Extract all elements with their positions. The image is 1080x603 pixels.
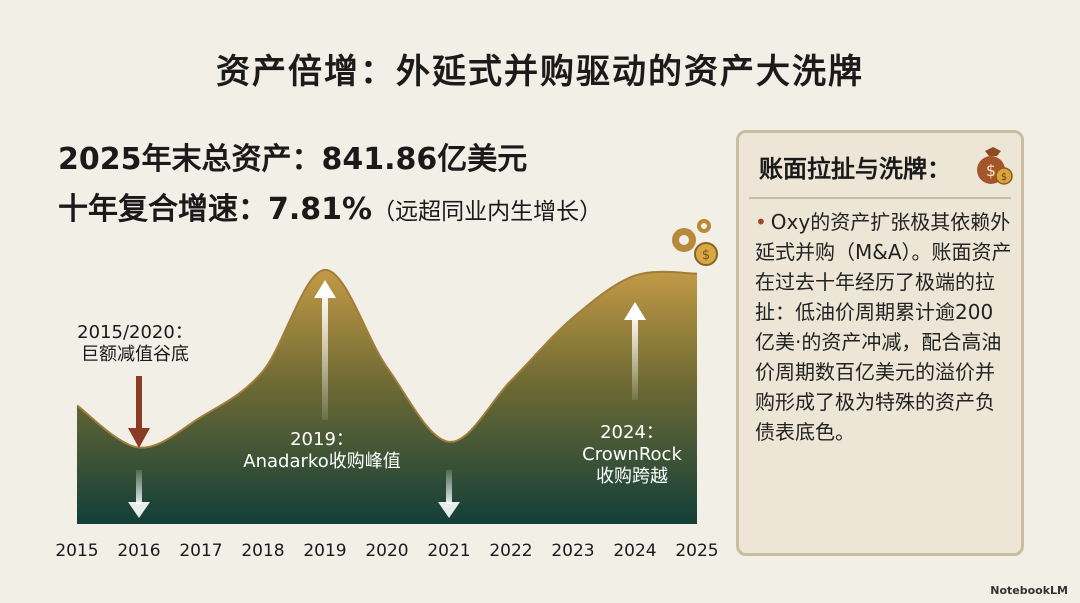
arrow-up-2024 — [624, 302, 646, 400]
gear-coins-icon: $ — [672, 219, 718, 266]
x-tick-2021: 2021 — [427, 541, 470, 561]
arrow-up-2019 — [314, 280, 336, 420]
cagr-stat: 十年复合增速：7.81%（远超同业内生增长） — [58, 184, 602, 228]
x-tick-2025: 2025 — [675, 541, 718, 561]
x-tick-2015: 2015 — [55, 541, 98, 561]
x-tick-2017: 2017 — [179, 541, 222, 561]
x-tick-2018: 2018 — [241, 541, 284, 561]
arrows-layer — [128, 280, 646, 518]
page-title: 资产倍增：外延式并购驱动的资产大洗牌 — [216, 52, 864, 92]
x-tick-2019: 2019 — [303, 541, 346, 561]
x-tick-2022: 2022 — [489, 541, 532, 561]
cagr-value: 十年复合增速：7.81% — [58, 192, 373, 227]
total-assets-stat: 2025年末总资产：841.86亿美元 — [58, 142, 528, 177]
x-tick-2023: 2023 — [551, 541, 594, 561]
annotation-line: 2019： — [290, 429, 354, 450]
annotation-line: 2024： — [600, 422, 664, 443]
panel-body-text: Oxy的资产扩张极其依赖外延式并购（M&A）。账面资产在过去十年经历了极端的拉扯… — [755, 210, 1012, 444]
cagr-note: （远超同业内生增长） — [372, 199, 603, 225]
panel-body: • Oxy的资产扩张极其依赖外延式并购（M&A）。账面资产在过去十年经历了极端的拉… — [755, 207, 1013, 447]
svg-text:$: $ — [1001, 172, 1007, 183]
asset-line — [76, 268, 698, 449]
bullet-icon: • — [755, 210, 767, 234]
money-bag-icon: $ $ — [977, 147, 1013, 185]
annotation-line: 2015/2020： — [77, 322, 193, 343]
x-tick-2016: 2016 — [117, 541, 160, 561]
x-tick-2020: 2020 — [365, 541, 408, 561]
brand-watermark: NotebookLM — [990, 584, 1068, 597]
x-tick-2024: 2024 — [613, 541, 656, 561]
annotation-line: Anadarko收购峰值 — [243, 451, 400, 472]
annotations-layer: 2015/2020：巨额减值谷底 2019：Anadarko收购峰值 2024：Cr… — [77, 322, 682, 487]
panel-heading: 账面拉扯与洗牌： — [759, 155, 951, 183]
annotation-2016: 2015/2020：巨额减值谷底 — [77, 322, 193, 365]
info-panel: 账面拉扯与洗牌： $ $ • Oxy的资产扩张极其依赖外延式并购（M&A）。账面资… — [736, 130, 1024, 556]
arrow-down-red-2016 — [128, 376, 150, 448]
arrow-down-2016 — [128, 470, 150, 518]
annotation-line: 巨额减值谷底 — [81, 344, 189, 365]
asset-area — [77, 269, 697, 524]
svg-text:$: $ — [702, 248, 710, 263]
area-layer — [76, 268, 698, 524]
arrow-down-2021 — [438, 470, 460, 518]
x-axis-ticks: 2015 2016 2017 2018 2019 2020 2021 2022 2023 2024… — [55, 541, 718, 561]
annotation-line: 收购跨越 — [596, 466, 668, 487]
annotation-line: CrownRock — [582, 444, 682, 465]
svg-text:$: $ — [986, 161, 996, 180]
annotation-2019: 2019：Anadarko收购峰值 — [243, 429, 400, 472]
panel-divider — [749, 197, 1011, 199]
